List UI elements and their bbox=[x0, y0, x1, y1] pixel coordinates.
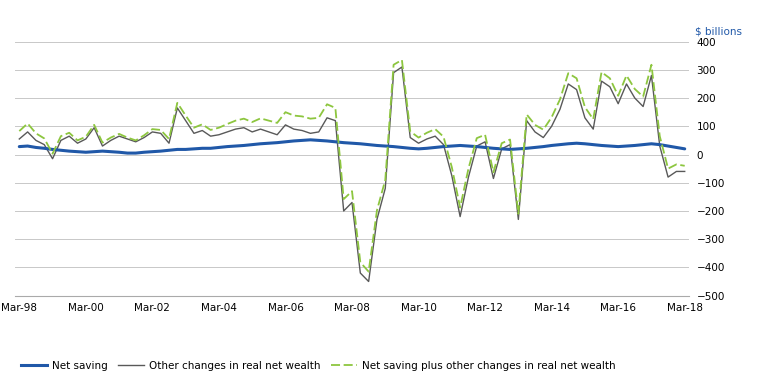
Legend: Net saving, Other changes in real net wealth, Net saving plus other changes in r: Net saving, Other changes in real net we… bbox=[17, 357, 620, 375]
Text: $ billions: $ billions bbox=[695, 27, 742, 36]
